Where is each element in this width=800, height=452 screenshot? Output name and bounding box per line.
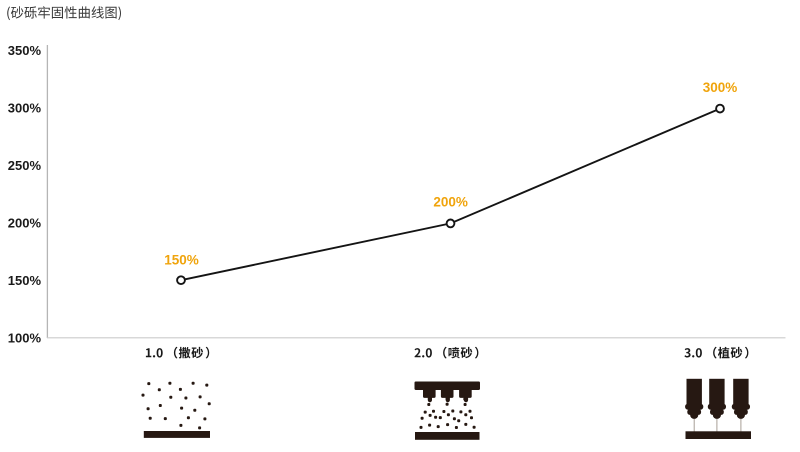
- svg-text:100%: 100%: [8, 330, 42, 345]
- svg-text:250%: 250%: [8, 158, 42, 173]
- svg-text:200%: 200%: [8, 215, 42, 230]
- svg-text:350%: 350%: [8, 43, 42, 58]
- svg-text:150%: 150%: [8, 273, 42, 288]
- svg-text:300%: 300%: [703, 80, 738, 95]
- svg-text:150%: 150%: [164, 252, 199, 267]
- svg-text:300%: 300%: [8, 100, 42, 115]
- svg-text:200%: 200%: [433, 195, 468, 210]
